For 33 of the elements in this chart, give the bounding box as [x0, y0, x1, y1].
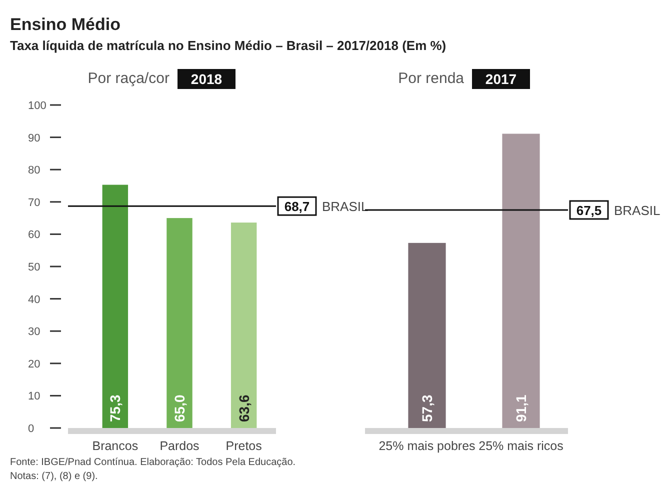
y-tick-label: 50 — [28, 262, 40, 274]
ref-line-label: 68,7 — [284, 199, 310, 214]
x-tick-label: 25% mais ricos — [478, 439, 564, 453]
y-tick-label: 60 — [28, 229, 40, 242]
y-tick-label: 80 — [28, 164, 40, 177]
y-tick-label: 10 — [28, 390, 40, 403]
ref-line-label: 67,5 — [576, 202, 602, 218]
text: Taxa líquida de matrícula no Ensino Médio – Brasil – 2017/2018 (Em %) — [10, 38, 446, 53]
y-tick-label: 20 — [28, 358, 40, 370]
data-label: 63,6 — [236, 394, 252, 422]
y-tick-label: 30 — [28, 326, 40, 338]
data-label: 65,0 — [172, 394, 188, 422]
x-tick-label: Pretos — [226, 439, 262, 453]
chart-title: Por renda — [398, 70, 465, 87]
chart-subtitle: 2017 — [485, 71, 517, 87]
text: BRASIL — [614, 202, 660, 218]
y-tick-label: 100 — [28, 100, 46, 112]
annotation: BRASIL — [322, 199, 368, 214]
x-tick-label: Brancos — [92, 439, 138, 453]
y-tick-label: 40 — [28, 294, 40, 306]
source-note: Fonte: IBGE/Pnad Contínua. Elaboração: Todos Pela Educação. — [10, 457, 296, 468]
x-tick-label: 25% mais pobres — [378, 439, 476, 453]
text: Notas: (7), (8) e (9). — [10, 471, 98, 482]
text: Ensino Médio — [10, 15, 120, 34]
y-tick-label: 90 — [28, 132, 40, 144]
chart-subtitle: 2018 — [190, 71, 222, 87]
data-label: 75,3 — [107, 394, 124, 422]
data-label: 57,3 — [419, 394, 435, 422]
y-tick-label: 70 — [28, 196, 40, 209]
y-tick-label: 0 — [28, 423, 34, 435]
data-label: 91,1 — [513, 394, 529, 422]
x-tick-label: Pardos — [160, 439, 200, 453]
chart-title: Por raça/cor — [88, 70, 170, 87]
